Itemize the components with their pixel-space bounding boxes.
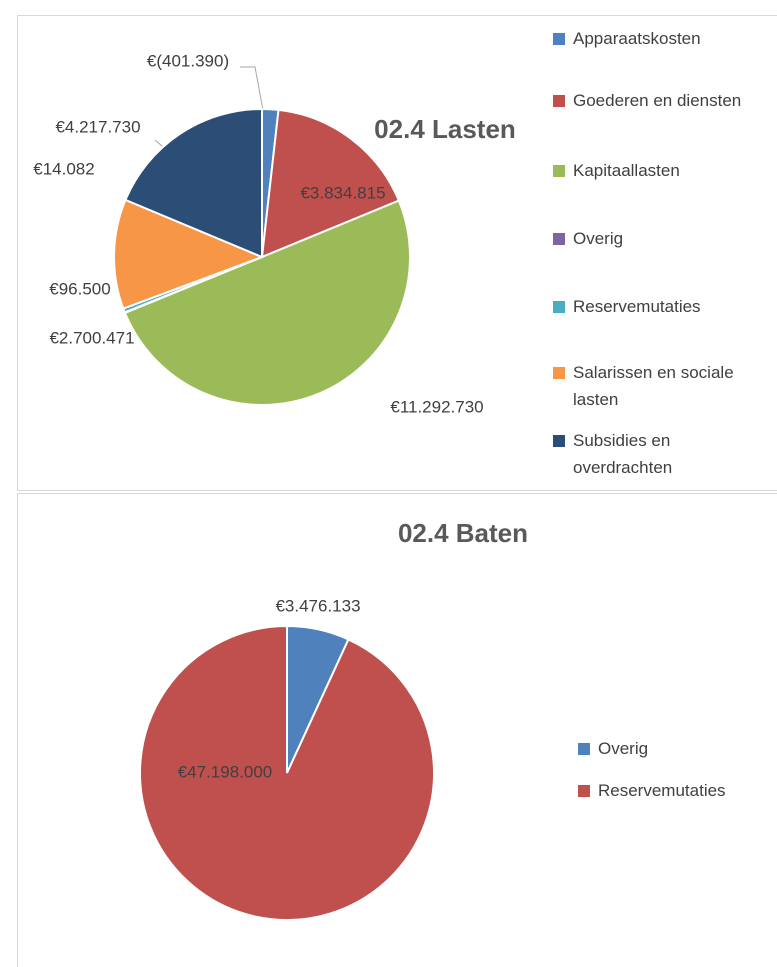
legend-label: Apparaatskosten [573,29,701,48]
data-label: €2.700.471 [49,328,134,347]
legend-entry: Goederen en diensten [553,87,773,114]
legend-label: Reservemutaties [573,297,701,316]
legend-swatch [553,367,565,379]
legend-swatch [578,743,590,755]
legend-entry: Salarissen en sociale lasten [553,359,773,413]
legend-swatch [553,435,565,447]
pie-slice [113,198,265,310]
legend-entry: Kapitaallasten [553,157,773,184]
legend-label: Overig [573,229,624,248]
legend-label: Reservemutaties [598,781,726,800]
legend-entry: Subsidies en overdrachten [553,427,773,481]
legend-label: Kapitaallasten [573,161,680,180]
legend-entry: Overig [578,735,777,762]
chart-frame [17,493,777,967]
data-label: €96.500 [49,279,110,298]
legend-entry: Reservemutaties [553,293,773,320]
legend-entry: Apparaatskosten [553,25,773,52]
legend-swatch [553,233,565,245]
pie-slice [260,108,401,259]
legend-entry: Reservemutaties [578,777,777,804]
legend-swatch [578,785,590,797]
legend-label: Goederen en diensten [573,91,742,110]
data-label: €11.292.730 [390,397,483,416]
legend-swatch [553,301,565,313]
data-label: €3.834.815 [300,183,385,202]
pie-slice [124,107,263,259]
pie-slice [139,624,435,921]
legend-label: Salarissen en sociale lasten [573,363,734,409]
legend-swatch [553,33,565,45]
data-label: €(401.390) [147,51,229,70]
legend-entry: Overig [553,225,773,252]
chart-title: 02.4 Baten [398,518,528,548]
pie-slice [123,199,411,407]
data-label: €4.217.730 [55,117,140,136]
legend-label: Subsidies en overdrachten [573,431,673,477]
legend-swatch [553,95,565,107]
chart-frame [17,15,777,491]
legend-label: Overig [598,739,649,758]
data-label: €47.198.000 [178,762,273,781]
chart-title: 02.4 Lasten [374,114,516,144]
data-label: €3.476.133 [275,596,360,615]
data-label: €14.082 [33,159,94,178]
legend-swatch [553,165,565,177]
